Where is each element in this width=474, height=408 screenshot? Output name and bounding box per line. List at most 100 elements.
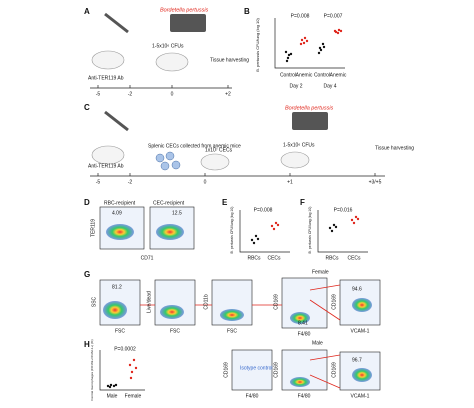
- axis-label: CD71: [141, 255, 154, 261]
- flow-plot: [231, 349, 273, 391]
- timeline-label: +2: [225, 91, 231, 97]
- timeline-label: -2: [128, 91, 133, 97]
- axis-label: B. pertussis CFU/lung (log 10): [230, 207, 234, 254]
- axis-label: CD169: [273, 294, 279, 310]
- dot: [114, 383, 118, 387]
- petri: [170, 14, 206, 32]
- dot: [317, 51, 321, 55]
- density: [156, 224, 184, 240]
- panel-d: D RBC-recipient CEC-recipient 4.09 12.5 …: [84, 198, 195, 261]
- p-value: P=0.007: [324, 13, 343, 19]
- cells: [155, 151, 181, 171]
- label: Tissue harvesting: [375, 145, 414, 151]
- group-label: CECs: [347, 255, 361, 261]
- density: [290, 377, 310, 387]
- mouse: [200, 153, 230, 171]
- timeline-label: 0: [171, 91, 174, 97]
- dot: [350, 218, 354, 222]
- gating-arrow: [309, 354, 341, 389]
- axis-label: TER119: [90, 219, 96, 237]
- dot: [130, 370, 134, 374]
- panel-letter: G: [84, 270, 90, 279]
- label: 1-5x10⁶ CFUs: [283, 142, 315, 148]
- panel-a: A Anti-TER119 Ab Bordetella pertussis 1-…: [84, 7, 249, 89]
- dot: [128, 363, 132, 367]
- density: [290, 312, 310, 324]
- dot: [272, 227, 276, 231]
- annotation: Isotype control: [240, 365, 273, 371]
- gate-value: 81.2: [112, 284, 122, 290]
- dot: [319, 48, 323, 52]
- mouse: [280, 151, 310, 169]
- density: [352, 298, 372, 312]
- dot: [274, 221, 278, 225]
- density: [160, 305, 184, 319]
- dot: [299, 42, 303, 46]
- timeline-label: +3/+5: [369, 179, 382, 185]
- axis-label: CD11b: [203, 294, 209, 309]
- density: [106, 224, 134, 240]
- label: Anti-TER119 Ab: [88, 163, 124, 169]
- p-value: P=0.0002: [114, 346, 136, 352]
- mouse: [91, 50, 125, 70]
- gate-value: 8.41: [298, 320, 308, 326]
- dot: [305, 39, 309, 43]
- axis-label: CD169: [331, 294, 337, 310]
- timeline-label: -5: [96, 91, 101, 97]
- dot: [134, 366, 138, 370]
- label: 1x10⁷ CECs: [205, 147, 233, 153]
- dot: [285, 59, 289, 63]
- axis: [274, 18, 345, 69]
- axis-label: VCAM-1: [351, 328, 370, 334]
- panel-b: B B. pertussis CFU/lung (log 10) P=0.008…: [244, 7, 347, 89]
- group-label: Control: [280, 72, 296, 78]
- dot: [286, 56, 290, 60]
- timeline-label: +1: [287, 179, 293, 185]
- panel-h: H Central macrophages (CD169+VCAM-1+) (%…: [84, 339, 381, 401]
- dot: [354, 215, 358, 219]
- plot-title: RBC-recipient: [104, 200, 136, 206]
- axis-label: CD169: [223, 362, 229, 378]
- axis-label: FSC: [170, 328, 180, 334]
- axis-label: Central macrophages (CD169+VCAM-1+) (%): [90, 339, 94, 400]
- dot: [339, 29, 343, 33]
- dot: [289, 52, 293, 56]
- label: Anti-TER119 Ab: [88, 75, 124, 81]
- group-label: Anemic: [296, 72, 313, 78]
- axis-label: B. pertussis CFU/lung (log 10): [308, 207, 312, 254]
- group-label: Male: [312, 340, 323, 346]
- axis-label: F4/80: [246, 393, 259, 399]
- gate-value: 96.7: [352, 357, 362, 363]
- axis-label: VCAM-1: [351, 393, 370, 399]
- axis-label: FSC: [115, 328, 125, 334]
- panel-letter: E: [222, 198, 228, 207]
- axis-label: FSC: [227, 328, 237, 334]
- dot: [334, 225, 338, 229]
- dot: [254, 234, 258, 238]
- p-value: P=0.008: [254, 207, 273, 213]
- dot: [109, 383, 113, 387]
- gate-value: 12.5: [172, 210, 182, 216]
- dot: [276, 223, 280, 227]
- dot: [252, 241, 256, 245]
- axis-label: F4/80: [298, 393, 311, 399]
- panel-e: E B. pertussis CFU/lung (log 10) P=0.008…: [222, 198, 290, 261]
- dot: [106, 384, 110, 388]
- timeline-label: 0: [204, 179, 207, 185]
- dot: [302, 41, 306, 45]
- label: Tissue harvesting: [210, 57, 249, 63]
- dot: [321, 42, 325, 46]
- p-value: P=0.016: [334, 207, 353, 213]
- mouse: [155, 52, 189, 72]
- mouse: [91, 145, 125, 165]
- axis: [99, 350, 145, 391]
- group-label: Female: [312, 269, 329, 275]
- axis-label: Live/dead: [146, 291, 152, 313]
- dot: [328, 226, 332, 230]
- dot: [333, 29, 337, 33]
- petri: [292, 112, 328, 130]
- dot: [112, 384, 116, 388]
- organism: Bordetella pertussis: [285, 105, 334, 111]
- dot: [352, 221, 356, 225]
